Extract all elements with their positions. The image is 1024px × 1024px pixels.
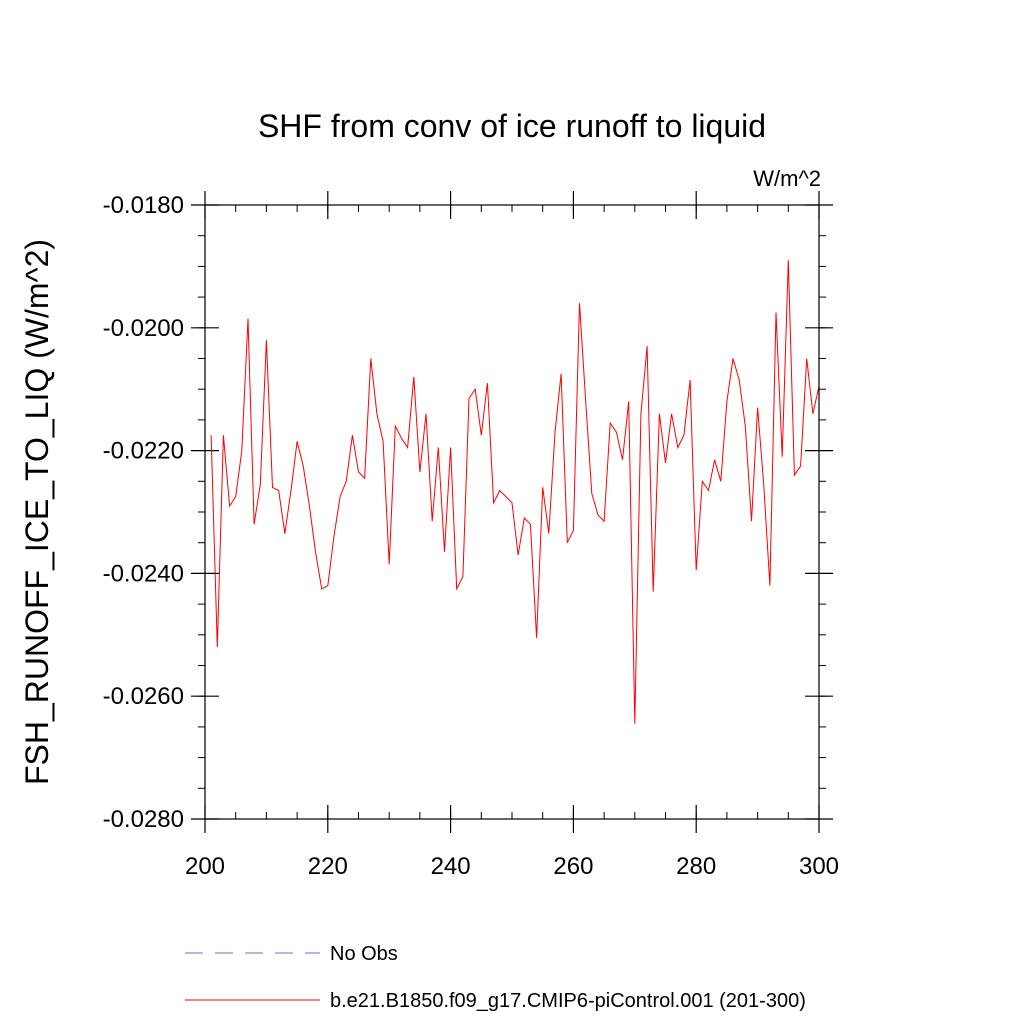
y-tick-label: -0.0280 [103, 806, 184, 833]
series-lines [210, 260, 820, 724]
y-tick-label: -0.0220 [103, 438, 184, 465]
legend: No Obs b.e21.B1850.f09_g17.CMIP6-piContr… [185, 943, 806, 1012]
chart-title: SHF from conv of ice runoff to liquid [258, 108, 766, 144]
y-tick-label: -0.0240 [103, 560, 184, 587]
x-tick-label: 240 [431, 853, 471, 880]
legend-label-no-obs: No Obs [330, 943, 398, 965]
series-line-picontrol [210, 260, 820, 724]
x-tick-label: 200 [185, 853, 225, 880]
y-tick-label: -0.0180 [103, 192, 184, 219]
x-tick-label: 260 [553, 853, 593, 880]
legend-label-picontrol: b.e21.B1850.f09_g17.CMIP6-piControl.001 … [330, 990, 806, 1012]
plot-frame [204, 204, 820, 820]
x-tick-label: 220 [308, 853, 348, 880]
units-label: W/m^2 [753, 166, 821, 191]
y-axis-label: FSH_RUNOFF_ICE_TO_LIQ (W/m^2) [19, 239, 55, 785]
y-tick-label: -0.0260 [103, 683, 184, 710]
x-tick-label: 280 [676, 853, 716, 880]
axis-ticks: 200 220 240 260 280 300 -0.0180 -0.0200 -0.0220 -… [103, 191, 839, 880]
y-tick-label: -0.0200 [103, 315, 184, 342]
x-tick-label: 300 [799, 853, 839, 880]
